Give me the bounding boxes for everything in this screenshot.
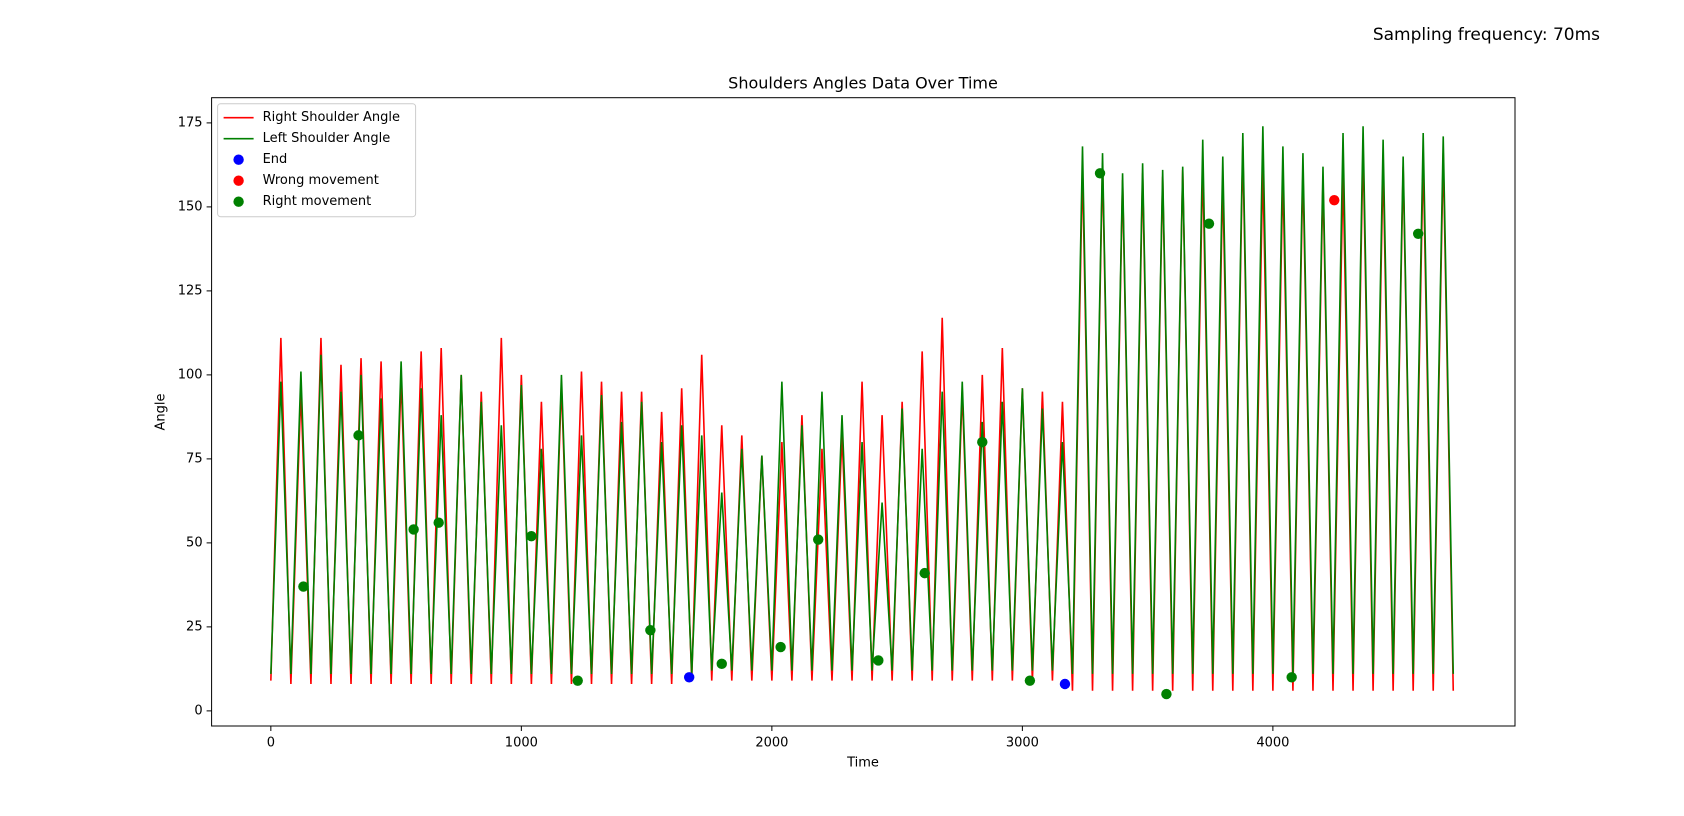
scatter-point [775,641,786,653]
line-series [270,126,1455,674]
legend-swatch [233,154,244,165]
scatter-point [298,581,309,592]
y-axis-label: Angle [154,394,169,431]
legend-label: Right Shoulder Angle [263,110,400,125]
scatter-point [1203,218,1215,229]
legend-label: Wrong movement [263,173,379,188]
scatter-point [1094,168,1106,179]
legend-label: End [263,152,288,167]
legend-label: Right movement [263,194,372,209]
legend-box [217,103,417,218]
plot-frame [211,97,1516,727]
annotation: Sampling frequency: 70ms [1373,25,1600,45]
scatter-point [1329,194,1340,206]
scatter-point [1024,675,1036,686]
scatter-point [645,625,656,636]
scatter-point [716,658,727,670]
y-tick-label: 150 [178,199,203,214]
y-tick-label: 125 [178,283,203,298]
scatter-point [526,530,537,542]
scatter-point [977,436,988,448]
x-tick-label: 1000 [505,736,538,751]
scatter-point [873,655,884,666]
x-axis-label: Time [846,756,879,771]
scatter-point [1161,688,1172,700]
legend-swatch [233,196,244,207]
scatter-point [683,672,695,683]
y-tick-label: 0 [194,703,202,718]
chart-title: Shoulders Angles Data Over Time [728,74,998,93]
y-tick-label: 25 [186,619,203,634]
x-tick-label: 0 [267,736,275,751]
scatter-point [353,430,364,441]
legend-swatch [233,175,244,186]
y-tick-label: 100 [178,367,203,382]
x-tick-label: 2000 [755,736,788,751]
scatter-point [1412,228,1424,239]
y-tick-label: 50 [186,535,203,550]
scatter-point [408,524,419,535]
scatter-point [813,534,824,545]
y-tick-label: 75 [186,451,203,466]
x-tick-label: 4000 [1256,736,1289,751]
scatter-point [572,675,583,686]
scatter-point [1059,678,1071,690]
scatter-point [1286,672,1297,683]
scatter-point [919,567,930,579]
scatter-point [433,517,444,528]
x-tick-label: 3000 [1006,736,1039,751]
legend-label: Left Shoulder Angle [263,131,391,146]
y-tick-label: 175 [178,115,203,130]
